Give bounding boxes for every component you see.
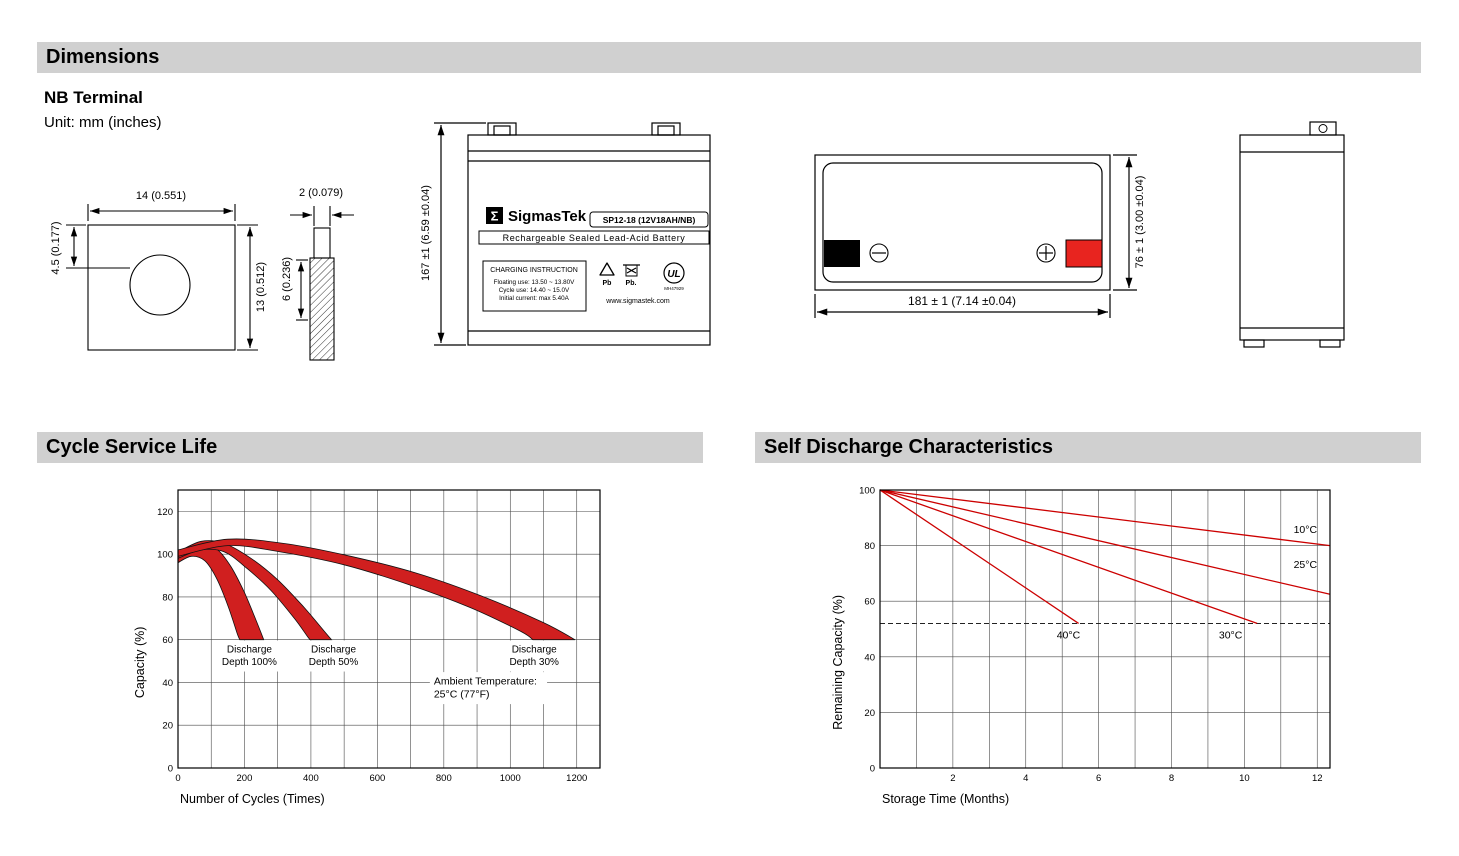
recycle-icon [599, 262, 615, 276]
ul-code: MH47929 [664, 286, 684, 291]
dimensions-title: Dimensions [46, 46, 160, 68]
self-discharge-chart: 10°C 25°C 30°C 40°C 2 4 6 8 10 12 0 20 40 60 80 100 Stor… [831, 486, 1331, 806]
self-discharge-title: Self Discharge Characteristics [764, 436, 1054, 458]
svg-text:80: 80 [864, 541, 875, 552]
charging-instruction-box [482, 260, 587, 312]
svg-text:Ambient Temperature:: Ambient Temperature: [434, 676, 537, 688]
svg-text:Remaining Capacity (%): Remaining Capacity (%) [831, 595, 845, 730]
svg-text:0: 0 [168, 764, 173, 775]
front-terminal-left [487, 122, 517, 136]
minus-terminal-icon [869, 243, 889, 263]
svg-text:600: 600 [369, 773, 385, 784]
charging-line-3: Initial current: max 5.40A [499, 295, 569, 302]
section-header-dimensions: Dimensions [37, 42, 1421, 73]
battery-type-label: Rechargeable Sealed Lead-Acid Battery [503, 233, 686, 243]
svg-text:25°C (77°F): 25°C (77°F) [434, 689, 490, 701]
website: www.sigmastek.com [605, 298, 670, 305]
svg-text:Depth 50%: Depth 50% [309, 657, 359, 668]
negative-terminal-marker [824, 240, 860, 267]
dim-battery-height: 167 ±1 (6.59 ±0.04) [420, 185, 432, 281]
svg-text:Storage Time (Months): Storage Time (Months) [882, 792, 1009, 806]
svg-text:Discharge: Discharge [227, 645, 272, 656]
svg-text:10°C: 10°C [1294, 524, 1318, 536]
cycle-life-title: Cycle Service Life [46, 436, 218, 458]
battery-top-outline [814, 154, 1111, 291]
svg-text:100: 100 [859, 486, 875, 497]
positive-terminal-marker [1065, 239, 1103, 268]
terminal-front-drawing [66, 204, 258, 351]
svg-text:Discharge: Discharge [512, 645, 557, 656]
type-box [478, 230, 710, 245]
svg-text:Capacity (%): Capacity (%) [133, 627, 147, 699]
svg-text:0: 0 [870, 764, 875, 775]
unit-note: Unit: mm (inches) [44, 114, 162, 131]
dim-terminal-width: 14 (0.551) [136, 190, 186, 202]
dim-terminal-height: 13 (0.512) [255, 262, 267, 312]
svg-text:2: 2 [950, 773, 955, 784]
terminal-hole [129, 254, 191, 316]
svg-text:20: 20 [864, 708, 875, 719]
dim-terminal-hole-offset: 4.5 (0.177) [50, 221, 62, 274]
svg-text:60: 60 [864, 597, 875, 608]
svg-text:8: 8 [1169, 773, 1174, 784]
dim-top-width: 181 ± 1 (7.14 ±0.04) [908, 294, 1016, 308]
battery-side-outline [1239, 134, 1345, 341]
dimension-drawings: 14 (0.551) 4.5 (0.177) 13 (0.512) 2 (0.0… [50, 121, 1345, 361]
svg-text:1000: 1000 [500, 773, 521, 784]
svg-text:6: 6 [1096, 773, 1101, 784]
battery-side-drawing [1239, 121, 1345, 348]
front-terminal-right [651, 122, 681, 136]
svg-text:Depth 100%: Depth 100% [222, 657, 277, 668]
svg-text:1200: 1200 [566, 773, 587, 784]
svg-text:800: 800 [436, 773, 452, 784]
side-terminal [1309, 121, 1337, 136]
svg-text:10: 10 [1239, 773, 1250, 784]
logo-sigma-glyph: Σ [491, 209, 499, 224]
svg-text:12: 12 [1312, 773, 1323, 784]
svg-text:400: 400 [303, 773, 319, 784]
charging-instruction-title: CHARGING INSTRUCTION [490, 267, 578, 274]
svg-text:Number of Cycles (Times): Number of Cycles (Times) [180, 792, 325, 806]
nb-terminal-heading: NB Terminal [44, 88, 143, 107]
charging-line-1: Floating use: 13.50 ~ 13.80V [494, 279, 575, 286]
model-number: SP12-18 (12V18AH/NB) [603, 215, 696, 225]
svg-text:Depth 30%: Depth 30% [509, 657, 559, 668]
svg-text:40°C: 40°C [1057, 630, 1081, 642]
brand-name: SigmasTek [508, 208, 587, 225]
svg-text:200: 200 [237, 773, 253, 784]
svg-text:25°C: 25°C [1294, 559, 1318, 571]
svg-text:40: 40 [162, 678, 173, 689]
pb-label-2: Pb. [626, 280, 637, 287]
svg-text:60: 60 [162, 635, 173, 646]
section-header-cycle-life: Cycle Service Life [37, 432, 703, 463]
plus-terminal-icon [1036, 243, 1056, 263]
ul-mark-text: UL [667, 269, 680, 280]
svg-text:120: 120 [157, 507, 173, 518]
svg-text:80: 80 [162, 592, 173, 603]
dim-terminal-depth: 6 (0.236) [281, 257, 293, 301]
section-header-self-discharge: Self Discharge Characteristics [755, 432, 1421, 463]
drawing-labels: 14 (0.551) 4.5 (0.177) 13 (0.512) 2 (0.0… [50, 176, 1146, 312]
charging-line-2: Cycle use: 14.40 ~ 15.0V [499, 287, 570, 294]
svg-text:4: 4 [1023, 773, 1028, 784]
svg-text:20: 20 [162, 721, 173, 732]
terminal-side-drawing [290, 206, 354, 361]
dim-terminal-thickness: 2 (0.079) [299, 187, 343, 199]
sigmastek-logo-mark [486, 207, 503, 224]
svg-text:0: 0 [175, 773, 180, 784]
crossed-bin-icon [623, 264, 640, 277]
dim-top-depth: 76 ± 1 (3.00 ±0.04) [1134, 176, 1146, 269]
svg-text:40: 40 [864, 652, 875, 663]
battery-top-drawing [814, 154, 1137, 318]
pb-label-1: Pb [603, 280, 612, 287]
svg-text:Discharge: Discharge [311, 645, 356, 656]
battery-front-drawing [434, 122, 711, 346]
battery-front-outline [467, 134, 711, 346]
model-box [589, 211, 709, 228]
ul-mark-icon [663, 262, 685, 284]
svg-text:30°C: 30°C [1219, 630, 1243, 642]
svg-text:100: 100 [157, 550, 173, 561]
